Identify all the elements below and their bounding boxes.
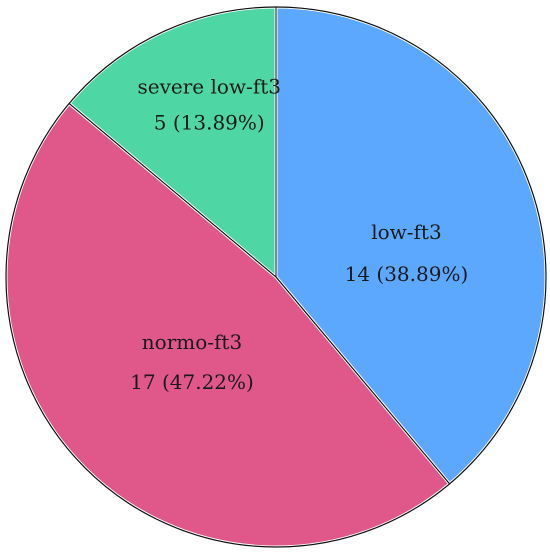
slice-value-label: 14 (38.89%): [345, 262, 469, 286]
slice-name-label: normo-ft3: [142, 330, 242, 354]
pie-outline: [5, 6, 547, 548]
labels-layer: low-ft3 14 (38.89%) normo-ft3 17 (47.22%) se…: [130, 74, 468, 394]
outline-layer: [5, 6, 547, 548]
slice-value-label: 17 (47.22%): [130, 370, 254, 394]
slice-name-label: severe low-ft3: [138, 74, 281, 98]
slice-edge-line: [68, 103, 277, 278]
slices-layer: [4, 5, 548, 549]
slice-name-label: low-ft3: [371, 220, 441, 244]
slice-edge-line: [275, 276, 450, 485]
slice-value-label: 5 (13.89%): [154, 110, 265, 134]
